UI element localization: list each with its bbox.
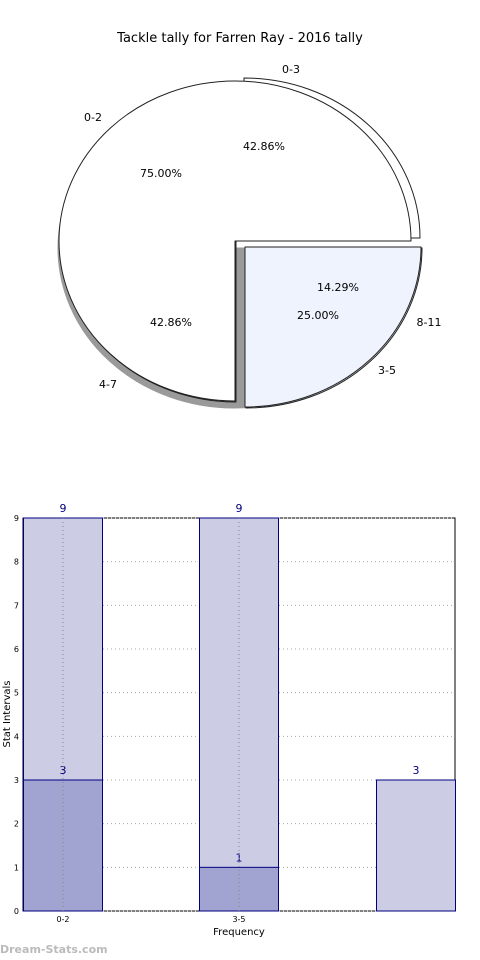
pie-label-8-11: 8-11 — [417, 316, 442, 329]
watermark: Dream-Stats.com — [0, 943, 108, 956]
pie-pct-8-11: 14.29% — [317, 281, 359, 294]
y-tick-label: 9 — [14, 514, 19, 523]
pie-label-0-3: 0-3 — [282, 63, 300, 76]
bar-s1-1 — [199, 866, 279, 912]
y-tick-label: 0 — [14, 907, 19, 916]
pie-pct-4-7: 42.86% — [150, 316, 192, 329]
x-axis-title: Frequency — [213, 927, 265, 938]
pie-slice-inner-3-5 — [244, 246, 422, 408]
y-tick-label: 3 — [14, 776, 19, 785]
bar-value-label: 3 — [413, 764, 420, 777]
y-tick-label: 8 — [14, 558, 19, 567]
x-tick-label: 3-5 — [232, 915, 245, 924]
bar-s1-0 — [23, 779, 103, 912]
pie-label-3-5: 3-5 — [378, 364, 396, 377]
y-tick-label: 1 — [14, 863, 19, 872]
y-axis-title: Stat Intervals — [2, 680, 13, 747]
y-tick-label: 4 — [14, 732, 19, 741]
y-tick-label: 2 — [14, 820, 19, 829]
bar-value-label: 9 — [60, 502, 67, 515]
y-tick-label: 6 — [14, 645, 19, 654]
pie-pct-0-2: 75.00% — [140, 167, 182, 180]
bar-value-label: 9 — [236, 502, 243, 515]
bar-value-label: 1 — [236, 851, 243, 864]
pie-chart: 0-3 4-7 8-11 0-2 3-5 42.86% 42.86% 14.29% 75.00%… — [57, 63, 442, 409]
y-tick-label: 7 — [14, 601, 19, 610]
pie-pct-3-5: 25.00% — [297, 309, 339, 322]
y-tick-label: 5 — [14, 689, 19, 698]
pie-label-4-7: 4-7 — [99, 378, 117, 391]
pie-pct-0-3: 42.86% — [243, 140, 285, 153]
pie-label-0-2: 0-2 — [84, 111, 102, 124]
bar-s0-2 — [376, 779, 456, 912]
chart-title: Tackle tally for Farren Ray - 2016 tally — [117, 31, 363, 46]
x-tick-label: 0-2 — [56, 915, 69, 924]
pie-slice-inner-0-2 — [58, 80, 412, 402]
